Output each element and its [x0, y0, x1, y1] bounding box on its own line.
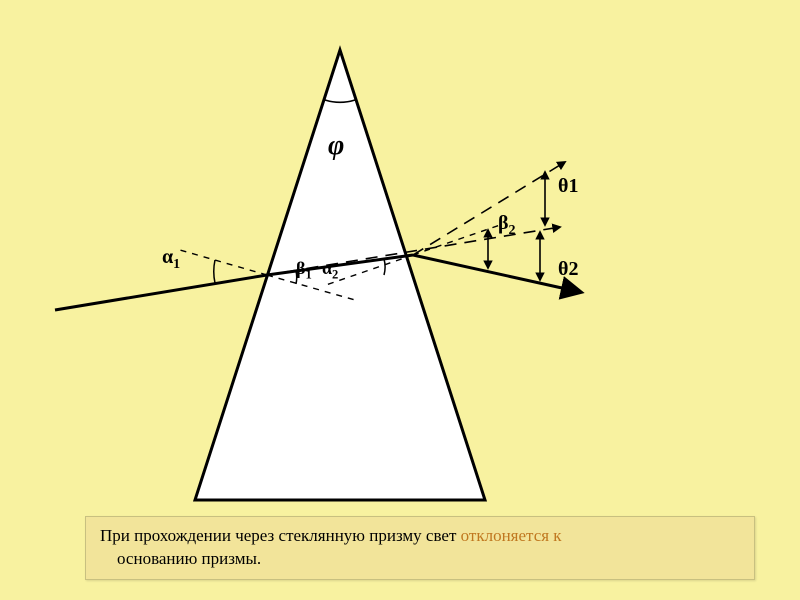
caption-box: При прохождении через стеклянную призму …: [85, 516, 755, 580]
normal-right-out: [413, 225, 500, 255]
label-alpha2: α2: [322, 258, 338, 283]
alpha1-arc: [214, 260, 215, 283]
label-beta2: β2: [498, 212, 516, 239]
prism-diagram: [0, 0, 800, 600]
caption-line1a: При прохождении через стеклянную призму …: [100, 526, 461, 545]
inside-extension: [413, 162, 565, 255]
caption-line1b: отклоняется к: [461, 526, 562, 545]
outgoing-ray: [413, 255, 580, 292]
label-alpha1: α1: [162, 246, 180, 273]
incident-ray: [55, 275, 267, 310]
label-phi: φ: [328, 130, 344, 162]
prism-triangle: [195, 50, 485, 500]
caption-line2: основанию призмы.: [117, 549, 261, 568]
normal-left-out: [180, 250, 267, 275]
label-beta1: β1: [296, 258, 312, 283]
label-theta2: θ2: [558, 258, 578, 281]
label-theta1: θ1: [558, 175, 578, 198]
